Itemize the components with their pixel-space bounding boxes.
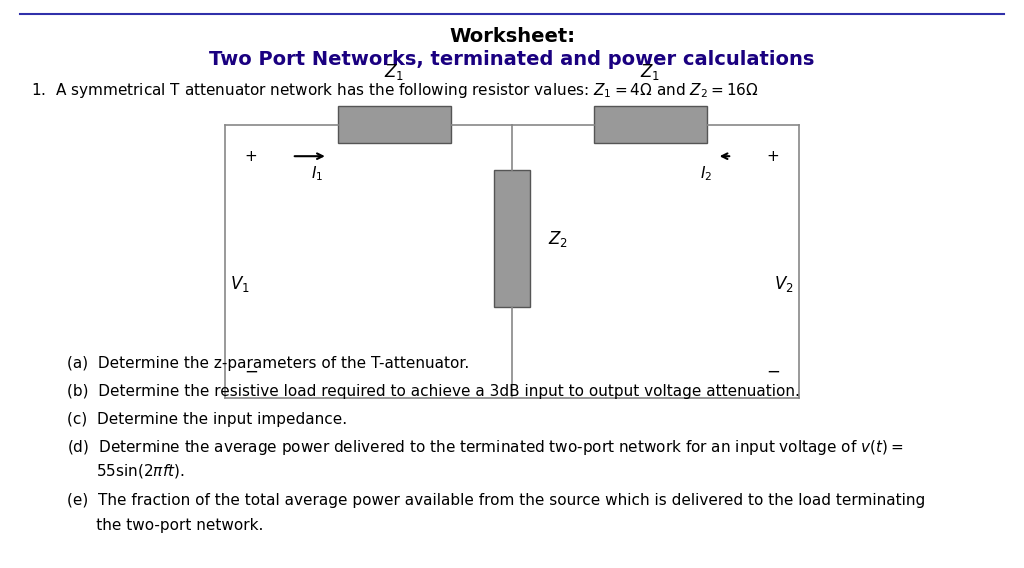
Text: +: + (245, 149, 257, 164)
Bar (338, 107, 451, 143)
Text: $I_1$: $I_1$ (311, 164, 324, 182)
Text: $V_2$: $V_2$ (774, 274, 794, 294)
Text: −: − (244, 363, 258, 381)
Text: $V_1$: $V_1$ (230, 274, 250, 294)
Text: (d)  Determine the average power delivered to the terminated two-port network fo: (d) Determine the average power delivere… (67, 437, 903, 457)
Text: (c)  Determine the input impedance.: (c) Determine the input impedance. (67, 412, 347, 427)
Bar (494, 170, 530, 307)
Text: (b)  Determine the resistive load required to achieve a 3dB input to output volt: (b) Determine the resistive load require… (67, 385, 800, 399)
Text: +: + (767, 149, 779, 164)
Text: (a)  Determine the z-parameters of the T-attenuator.: (a) Determine the z-parameters of the T-… (67, 356, 469, 371)
Text: 1.  A symmetrical T attenuator network has the following resistor values: $Z_1 =: 1. A symmetrical T attenuator network ha… (31, 81, 759, 101)
Bar (594, 107, 707, 143)
Text: −: − (766, 363, 780, 381)
Text: Worksheet:: Worksheet: (449, 27, 575, 47)
Text: Two Port Networks, terminated and power calculations: Two Port Networks, terminated and power … (209, 50, 815, 69)
Text: $Z_2$: $Z_2$ (548, 228, 568, 249)
Text: $55\sin(2\pi ft)$.: $55\sin(2\pi ft)$. (67, 462, 184, 481)
Text: $Z_1$: $Z_1$ (640, 62, 660, 82)
Text: $Z_1$: $Z_1$ (384, 62, 404, 82)
Text: (e)  The fraction of the total average power available from the source which is : (e) The fraction of the total average po… (67, 494, 925, 508)
Text: the two-port network.: the two-port network. (67, 518, 263, 533)
Text: $I_2$: $I_2$ (700, 164, 713, 182)
